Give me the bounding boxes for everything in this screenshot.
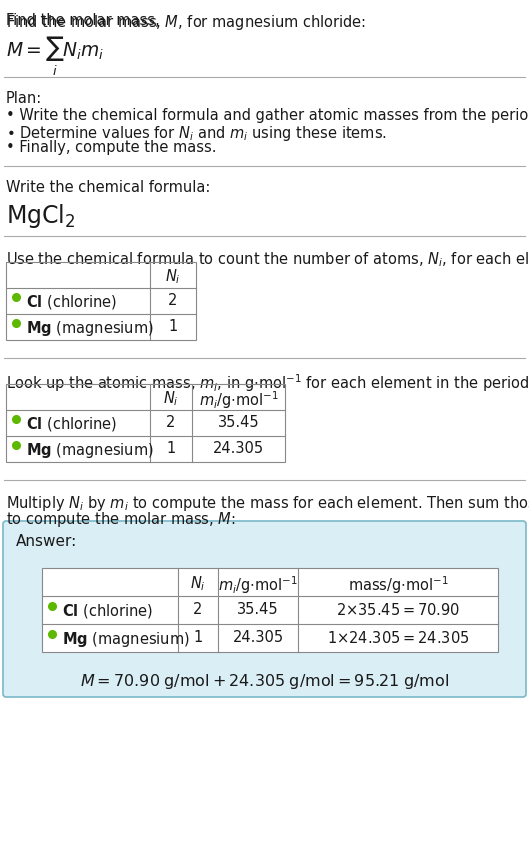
Text: $\mathbf{Cl}$ (chlorine): $\mathbf{Cl}$ (chlorine) [26,293,117,311]
Text: Use the chemical formula to count the number of atoms, $N_i$, for each element:: Use the chemical formula to count the nu… [6,250,529,269]
Text: $\mathbf{Mg}$ (magnesium): $\mathbf{Mg}$ (magnesium) [26,441,154,460]
Text: $m_i$/g$\cdot$mol$^{-1}$: $m_i$/g$\cdot$mol$^{-1}$ [218,574,298,596]
Text: Find the molar mass,: Find the molar mass, [6,13,164,28]
Text: $M = \sum_i N_i m_i$: $M = \sum_i N_i m_i$ [6,35,104,78]
Text: 24.305: 24.305 [232,630,284,645]
Text: $\mathbf{Mg}$ (magnesium): $\mathbf{Mg}$ (magnesium) [62,630,190,649]
Text: $2 × 35.45 = 70.90$: $2 × 35.45 = 70.90$ [336,602,460,618]
Text: Find the molar mass, $M$, for magnesium chloride:: Find the molar mass, $M$, for magnesium … [6,13,366,32]
Text: $N_i$: $N_i$ [190,574,206,592]
FancyBboxPatch shape [3,521,526,697]
Text: Write the chemical formula:: Write the chemical formula: [6,180,211,195]
Text: 1: 1 [168,319,178,334]
Text: $M = 70.90\;\mathrm{g/mol} + 24.305\;\mathrm{g/mol} = 95.21\;\mathrm{g/mol}$: $M = 70.90\;\mathrm{g/mol} + 24.305\;\ma… [80,672,449,691]
Text: 2: 2 [193,602,203,617]
Text: $\mathbf{Cl}$ (chlorine): $\mathbf{Cl}$ (chlorine) [26,415,117,433]
Text: Look up the atomic mass, $m_i$, in g$\cdot$mol$^{-1}$ for each element in the pe: Look up the atomic mass, $m_i$, in g$\cd… [6,372,529,394]
Bar [42,568,498,652]
Text: Plan:: Plan: [6,91,42,106]
Text: 2: 2 [166,415,176,430]
Text: 24.305: 24.305 [213,441,264,456]
Text: 1: 1 [194,630,203,645]
Text: $\mathbf{Cl}$ (chlorine): $\mathbf{Cl}$ (chlorine) [62,602,153,620]
Text: $N_i$: $N_i$ [163,389,179,407]
Text: $\mathsf{MgCl_2}$: $\mathsf{MgCl_2}$ [6,202,76,230]
Text: Answer:: Answer: [16,534,77,549]
Bar [6,262,196,340]
Text: • Write the chemical formula and gather atomic masses from the periodic table.: • Write the chemical formula and gather … [6,108,529,123]
Text: 35.45: 35.45 [237,602,279,617]
Text: 2: 2 [168,293,178,308]
Text: $\mathbf{Mg}$ (magnesium): $\mathbf{Mg}$ (magnesium) [26,319,154,338]
Text: Multiply $N_i$ by $m_i$ to compute the mass for each element. Then sum those val: Multiply $N_i$ by $m_i$ to compute the m… [6,494,529,513]
Text: to compute the molar mass, $M$:: to compute the molar mass, $M$: [6,510,235,529]
Text: • Determine values for $N_i$ and $m_i$ using these items.: • Determine values for $N_i$ and $m_i$ u… [6,124,387,143]
Bar [6,384,285,462]
Text: 35.45: 35.45 [218,415,259,430]
Text: $m_i$/g$\cdot$mol$^{-1}$: $m_i$/g$\cdot$mol$^{-1}$ [198,389,278,411]
Text: $1 × 24.305 = 24.305$: $1 × 24.305 = 24.305$ [327,630,469,646]
Text: 1: 1 [167,441,176,456]
Text: $N_i$: $N_i$ [165,267,181,286]
Text: mass/g$\cdot$mol$^{-1}$: mass/g$\cdot$mol$^{-1}$ [348,574,449,596]
Text: • Finally, compute the mass.: • Finally, compute the mass. [6,140,216,155]
